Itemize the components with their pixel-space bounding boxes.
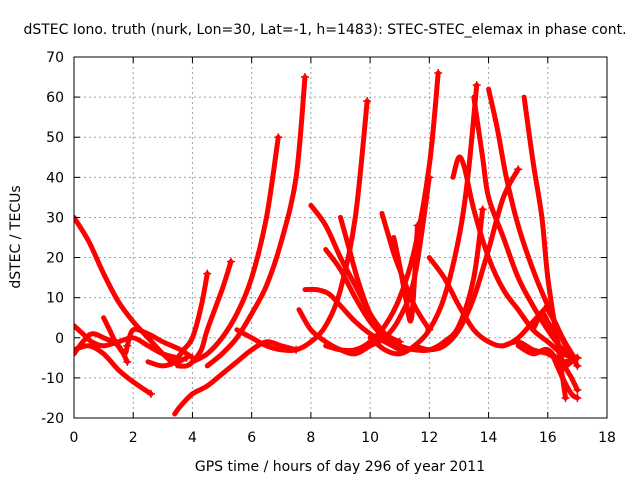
x-tick-label: 0 bbox=[70, 430, 79, 446]
series-arc19-end-marker bbox=[395, 341, 404, 350]
y-tick-label: 70 bbox=[46, 50, 64, 66]
x-tick-label: 2 bbox=[129, 430, 138, 446]
plot-frame bbox=[73, 56, 608, 419]
series-layer bbox=[74, 69, 582, 417]
series-arc13-end-marker bbox=[363, 97, 372, 106]
series-arc23-end-marker bbox=[514, 165, 523, 174]
series-arc16 bbox=[323, 70, 441, 354]
series-arc32-end-marker bbox=[573, 361, 582, 370]
series-arc2-end-marker bbox=[146, 389, 155, 398]
x-tick-label: 10 bbox=[361, 430, 379, 446]
series-arc11-end-marker bbox=[274, 133, 283, 142]
series-arc2 bbox=[74, 343, 154, 397]
y-tick-label: 10 bbox=[46, 291, 64, 307]
x-tick-label: 14 bbox=[480, 430, 498, 446]
y-tick-label: 20 bbox=[46, 251, 64, 267]
series-arc10-end-marker bbox=[226, 257, 235, 266]
series-arc9-end-marker bbox=[203, 269, 212, 278]
series-arc21-end-marker bbox=[413, 221, 422, 230]
series-arc12-end-marker bbox=[300, 73, 309, 82]
series-arc11 bbox=[189, 134, 281, 365]
ticks: 0 2 4 6 8 10 12 14 16 18 -20 -10 0 10 20 30 40 50 60 70 bbox=[41, 50, 616, 446]
series-arc28-end-marker bbox=[561, 393, 570, 402]
series-arc29-end-marker bbox=[573, 385, 582, 394]
y-tick-label: -20 bbox=[41, 411, 64, 427]
series-arc5 bbox=[101, 315, 130, 357]
series-arc29 bbox=[530, 311, 580, 393]
chart-title: dSTEC Iono. truth (nurk, Lon=30, Lat=-1,… bbox=[23, 22, 626, 38]
y-tick-label: 40 bbox=[46, 170, 64, 186]
y-tick-label: 60 bbox=[46, 90, 64, 106]
series-arc12 bbox=[204, 74, 308, 369]
series-arc27 bbox=[486, 86, 577, 361]
x-tick-label: 18 bbox=[598, 430, 616, 446]
x-axis-label: GPS time / hours of day 296 of year 2011 bbox=[195, 459, 485, 475]
series-arc33-end-marker bbox=[573, 393, 582, 402]
y-axis-label: dSTEC / TECUs bbox=[8, 185, 24, 288]
y-tick-label: 50 bbox=[46, 130, 64, 146]
series-arc16-end-marker bbox=[434, 69, 443, 78]
series-arc7-end-marker bbox=[182, 353, 191, 362]
y-tick-label: 0 bbox=[55, 331, 64, 347]
series-arc25 bbox=[450, 154, 580, 361]
series-arc10 bbox=[175, 259, 234, 369]
series-arc13 bbox=[234, 98, 370, 354]
series-arc7 bbox=[145, 355, 189, 369]
series-arc21 bbox=[391, 223, 420, 324]
series-arc8 bbox=[172, 339, 299, 417]
x-tick-label: 6 bbox=[247, 430, 256, 446]
x-tick-label: 16 bbox=[539, 430, 557, 446]
y-tick-label: 30 bbox=[46, 210, 64, 226]
series-arc22-end-marker bbox=[472, 81, 481, 90]
series-arc18-end-marker bbox=[478, 205, 487, 214]
series-arc19 bbox=[338, 214, 403, 349]
x-tick-label: 4 bbox=[188, 430, 197, 446]
series-arc4-end-marker bbox=[123, 357, 132, 366]
series-arc15 bbox=[302, 286, 403, 353]
series-arc32 bbox=[545, 307, 580, 369]
series-arc9 bbox=[169, 271, 210, 365]
y-tick-label: -10 bbox=[41, 371, 64, 387]
x-tick-label: 8 bbox=[306, 430, 315, 446]
series-arc33 bbox=[551, 355, 580, 401]
x-tick-label: 12 bbox=[420, 430, 438, 446]
